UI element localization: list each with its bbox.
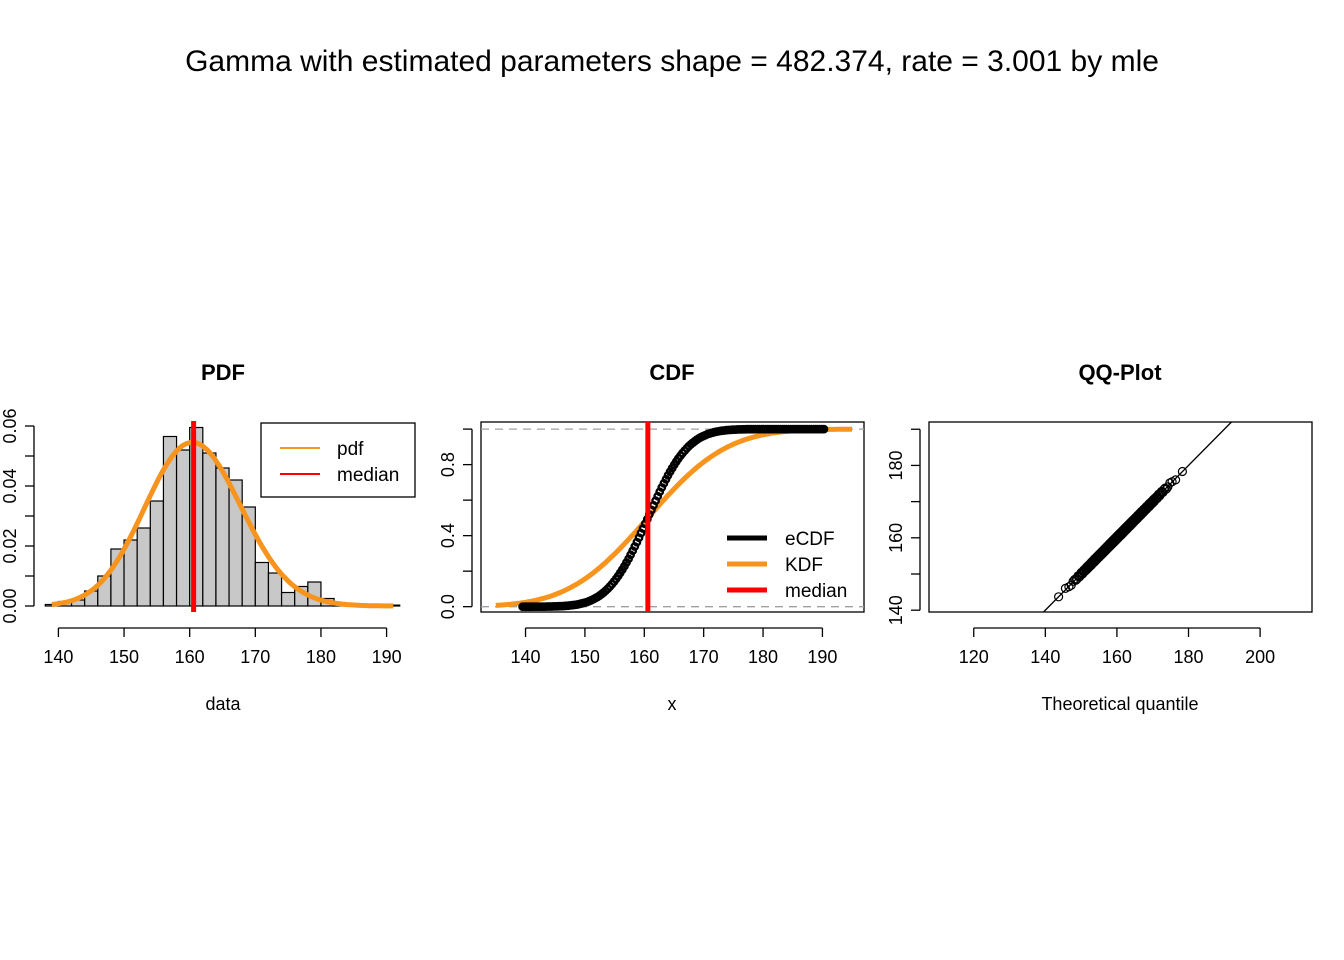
- qq-y-tick-label: 180: [886, 450, 906, 480]
- qq-point: [1170, 475, 1181, 485]
- cdf-y-axis: 0.0 0.4 0.8: [438, 428, 473, 619]
- cdf-plot-box: [480, 421, 865, 613]
- cdf-legend-label-ecdf: eCDF: [785, 529, 835, 550]
- qq-x-axis: 120 140 160 180 200: [959, 627, 1275, 667]
- pdf-x-label: data: [205, 694, 241, 714]
- pdf-x-tick-label: 140: [43, 647, 73, 667]
- qq-y-tick-label: 160: [886, 523, 906, 553]
- qq-x-tick-label: 200: [1245, 647, 1275, 667]
- cdf-y-tick-label: 0.4: [438, 523, 458, 548]
- qq-reference-line: [1043, 421, 1232, 613]
- cdf-legend: eCDF KDF median: [727, 529, 847, 602]
- cdf-panel: CDF 140 150 160 170 180 190 0.0 0.4 0.8 x eCDF …: [438, 360, 865, 714]
- cdf-x-label: x: [668, 694, 677, 714]
- histogram-bar: [175, 449, 191, 607]
- pdf-y-tick-label: 0.04: [0, 468, 20, 503]
- histogram-bar: [149, 500, 165, 607]
- pdf-y-axis: 0.00 0.02 0.04 0.06: [0, 408, 35, 624]
- pdf-legend-label-median: median: [337, 465, 399, 486]
- cdf-x-tick-label: 140: [511, 647, 541, 667]
- qq-points: [1053, 466, 1188, 602]
- cdf-x-tick-label: 150: [570, 647, 600, 667]
- kdf-curve: [495, 426, 853, 608]
- pdf-legend-box: [260, 422, 416, 498]
- pdf-x-tick-label: 190: [372, 647, 402, 667]
- pdf-x-axis: 140 150 160 170 180 190: [43, 627, 402, 667]
- pdf-legend-label-pdf: pdf: [337, 439, 364, 460]
- qq-panel: QQ-Plot 120 140 160 180 200 140 160 180 Theore…: [886, 360, 1313, 714]
- pdf-x-tick-label: 170: [240, 647, 270, 667]
- histogram-bar: [267, 572, 283, 607]
- cdf-legend-label-kdf: KDF: [785, 555, 823, 576]
- ecdf-point: [819, 424, 829, 434]
- qq-x-label: Theoretical quantile: [1041, 694, 1198, 714]
- pdf-y-tick-label: 0.00: [0, 588, 20, 623]
- pdf-x-tick-label: 160: [175, 647, 205, 667]
- pdf-legend: pdf median: [260, 422, 416, 498]
- pdf-y-tick-label: 0.06: [0, 408, 20, 443]
- cdf-y-tick-label: 0.8: [438, 452, 458, 477]
- qq-x-tick-label: 180: [1173, 647, 1203, 667]
- qq-point: [1177, 466, 1188, 477]
- cdf-x-tick-label: 190: [807, 647, 837, 667]
- histogram-bar: [280, 591, 296, 607]
- cdf-panel-title: CDF: [649, 360, 694, 385]
- qq-point: [1053, 592, 1064, 602]
- pdf-panel: PDF 140 150 160 170 180 190 0.000.020.040.06 …: [0, 360, 416, 714]
- qq-panel-title: QQ-Plot: [1078, 360, 1162, 385]
- cdf-y-tick-label: 0.0: [438, 594, 458, 619]
- qq-plot-box: [928, 421, 1313, 613]
- pdf-curve: [51, 439, 394, 609]
- pdf-x-tick-label: 150: [109, 647, 139, 667]
- figure-title: Gamma with estimated parameters shape = …: [185, 45, 1159, 78]
- qq-x-tick-label: 140: [1030, 647, 1060, 667]
- qq-y-tick-label: 140: [886, 595, 906, 625]
- pdf-panel-title: PDF: [201, 360, 245, 385]
- qq-x-tick-label: 120: [959, 647, 989, 667]
- qq-y-axis: 140 160 180: [886, 428, 921, 625]
- cdf-x-tick-label: 180: [748, 647, 778, 667]
- cdf-x-tick-label: 170: [689, 647, 719, 667]
- qq-x-tick-label: 160: [1102, 647, 1132, 667]
- histogram-bar: [254, 561, 270, 607]
- cdf-x-tick-label: 160: [629, 647, 659, 667]
- cdf-x-axis: 140 150 160 170 180 190: [511, 627, 837, 667]
- pdf-y-tick-label: 0.02: [0, 528, 20, 563]
- ecdf-points: [518, 424, 829, 612]
- cdf-legend-label-median: median: [785, 581, 847, 602]
- histogram-bar: [136, 527, 151, 607]
- pdf-x-tick-label: 180: [306, 647, 336, 667]
- histogram-bar: [202, 452, 217, 607]
- histogram-bar: [215, 467, 230, 607]
